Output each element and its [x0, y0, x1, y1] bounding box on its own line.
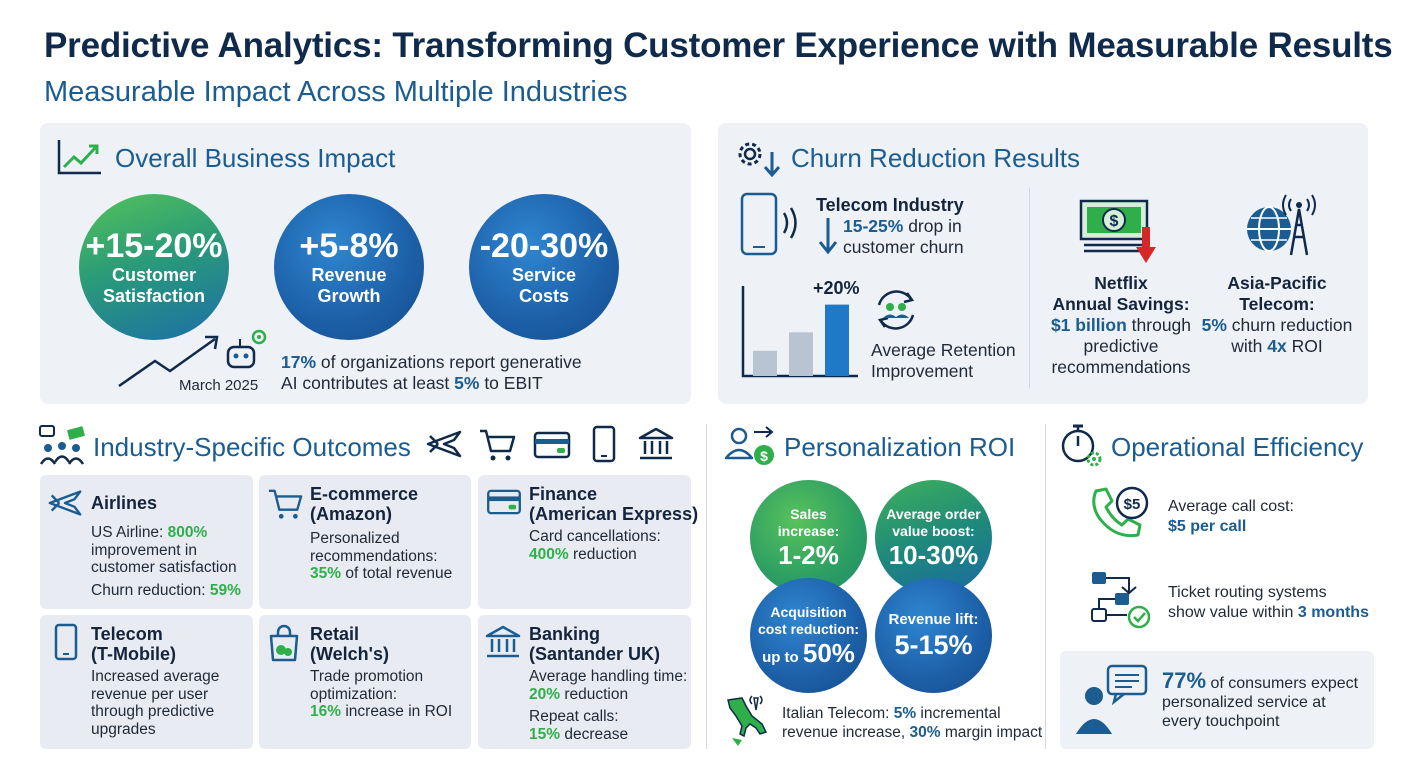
personalization-heading: Personalization ROI	[784, 432, 1016, 462]
operational-heading: Operational Efficiency	[1111, 432, 1364, 462]
circle-value: -20-30%	[479, 227, 609, 265]
telecom-churn-stat: 15-25% drop in customer churn	[843, 216, 964, 257]
smartphone-icon	[740, 192, 797, 256]
gear-down-icon	[738, 142, 781, 178]
impact-circle-satisfaction: +15-20% Customer Satisfaction	[79, 194, 229, 340]
robot-icon	[226, 329, 267, 369]
card-body: Increased average revenue per user throu…	[91, 668, 220, 738]
card-body: Repeat calls: 15% decrease	[529, 708, 629, 743]
circle-label: Customer	[111, 265, 196, 285]
consumer-expectation-card	[1060, 651, 1374, 749]
trend-up-icon	[57, 140, 101, 175]
person-money-icon: $	[724, 426, 774, 465]
card-body: Card cancellations: 400% reduction	[529, 528, 661, 563]
mobile-phone-icon	[54, 623, 78, 661]
churn-divider	[1029, 188, 1030, 388]
retention-bar	[789, 332, 813, 376]
consumer-stat: 77% of consumers expect personalized ser…	[1162, 668, 1359, 731]
circle-value: +15-20%	[85, 227, 223, 265]
telecom-industry-title: Telecom Industry	[816, 195, 964, 215]
circle-label: Costs	[518, 286, 569, 306]
page-title: Predictive Analytics: Transforming Custo…	[44, 26, 1393, 65]
circle-label: Revenue	[311, 265, 387, 285]
svg-text:$5: $5	[1124, 496, 1141, 513]
credit-card-icon	[533, 431, 571, 459]
industry-card-banking	[478, 615, 691, 749]
money-down-icon: $	[1079, 199, 1156, 263]
industry-card-retail	[259, 615, 471, 749]
netflix-stat: Netflix Annual Savings: $1 billion throu…	[1050, 273, 1192, 377]
impact-date: March 2025	[179, 377, 259, 394]
ebit-stat: 17% of organizations report generative A…	[281, 352, 582, 393]
down-arrow-icon	[818, 218, 838, 255]
card-title: Telecom (T-Mobile)	[91, 624, 176, 664]
call-cost-stat: Average call cost: $5 per call	[1168, 498, 1294, 535]
retention-bar	[825, 304, 849, 376]
section-divider	[1045, 424, 1046, 749]
card-body: Average handling time: 20% reduction	[529, 668, 688, 703]
airplane-icon	[48, 490, 82, 516]
churn-heading: Churn Reduction Results	[791, 143, 1081, 173]
circle-label: Growth	[317, 286, 381, 306]
card-title: Finance (American Express)	[529, 484, 699, 524]
card-title: Banking (Santander UK)	[529, 624, 661, 664]
italy-map-icon	[727, 695, 768, 746]
impact-circle-revenue: +5-8% Revenue Growth	[274, 194, 424, 340]
roi-circle-acquisition: Acquisition cost reduction: up to 50%	[750, 578, 867, 693]
page-subtitle: Measurable Impact Across Multiple Indust…	[44, 76, 628, 108]
shopping-cart-icon	[480, 429, 516, 461]
retention-cycle-icon	[877, 290, 915, 330]
card-body: US Airline: 800% improvement in customer…	[91, 524, 237, 576]
roi-circle-revenue-lift: Revenue lift: 5-15%	[875, 578, 992, 693]
routing-flow-icon	[1091, 572, 1151, 629]
phone-dollar-icon: $5	[1092, 486, 1149, 538]
person-chat-icon	[1076, 664, 1148, 734]
italian-telecom-stat: Italian Telecom: 5% incremental revenue …	[782, 705, 1043, 741]
mobile-phone-icon	[592, 425, 616, 463]
bank-icon	[638, 427, 674, 460]
industry-heading: Industry-Specific Outcomes	[93, 432, 411, 462]
card-body: Churn reduction: 59%	[91, 582, 241, 599]
retention-bar-chart	[741, 286, 858, 378]
growth-arrow-icon	[118, 335, 219, 388]
globe-tower-icon	[1247, 194, 1316, 256]
card-title: Retail (Welch's)	[310, 624, 389, 664]
roi-circle-order-value: Average order value boost: 10-30%	[875, 480, 992, 595]
card-body: Personalized recommendations: 35% of tot…	[310, 530, 453, 582]
bank-icon	[485, 625, 521, 658]
bar-label: +20%	[813, 278, 860, 298]
ticket-routing-stat: Ticket routing systems show value within…	[1168, 584, 1369, 621]
roi-circle-sales: Sales increase: 1-2%	[750, 480, 867, 595]
airplane-icon	[426, 430, 462, 458]
circle-label: Service	[511, 265, 577, 285]
shopping-bag-icon	[269, 624, 299, 662]
apac-stat: Asia-Pacific Telecom: 5% churn reduction…	[1201, 273, 1353, 356]
credit-card-icon	[487, 489, 521, 515]
retention-bar	[753, 350, 777, 376]
svg-text:$: $	[760, 448, 768, 464]
shopping-cart-icon	[268, 489, 303, 519]
overall-heading: Overall Business Impact	[115, 143, 396, 173]
card-title: Airlines	[91, 493, 158, 513]
people-money-icon	[39, 425, 85, 465]
card-body: Trade promotion optimization: 16% increa…	[310, 668, 453, 720]
impact-circle-costs: -20-30% Service Costs	[469, 194, 619, 340]
svg-text:$: $	[1110, 213, 1119, 230]
circle-value: +5-8%	[299, 227, 399, 265]
retention-label: Average Retention Improvement	[871, 340, 1016, 381]
card-title: E-commerce (Amazon)	[310, 484, 419, 524]
circle-label: Satisfaction	[102, 286, 206, 306]
section-divider	[706, 424, 707, 749]
stopwatch-gear-icon	[1061, 424, 1102, 467]
